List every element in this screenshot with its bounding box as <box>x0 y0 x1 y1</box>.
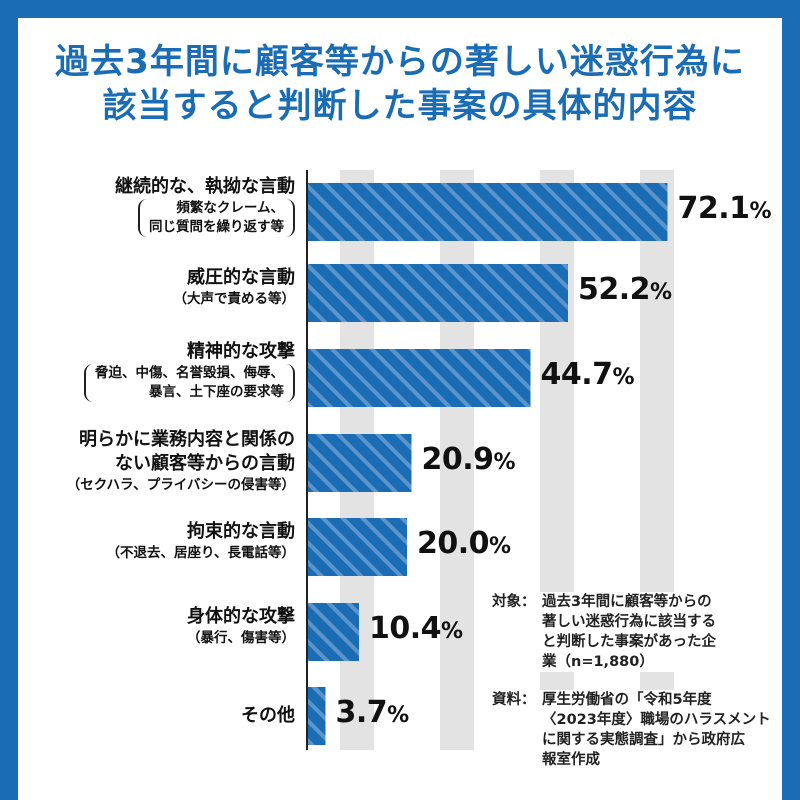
note-target-key: 対象： <box>492 594 536 610</box>
value-unit: % <box>493 450 516 475</box>
category-main: 精神的な攻撃 <box>187 341 295 362</box>
bar-3 <box>307 434 412 492</box>
bars <box>307 183 668 745</box>
category-label-5: 身体的な攻撃 （暴行、傷害等） <box>5 605 295 648</box>
value-unit: % <box>650 280 672 305</box>
value-number: 44.7 <box>540 357 614 392</box>
category-label-3: 明らかに業務内容と関係のない顧客等からの言動 （セクハラ、プライバシーの侵害等） <box>5 428 295 495</box>
category-detail-bracket: 頻繁なクレーム、同じ質問を繰り返す等 <box>138 199 295 237</box>
category-detail: 暴言、土下座の要求等 <box>149 384 284 400</box>
value-number: 52.2 <box>578 272 651 307</box>
note-source-line: 〈2023年度〉職場のハラスメント <box>542 712 771 728</box>
bar-6 <box>307 687 326 745</box>
category-detail: （暴行、傷害等） <box>187 630 295 646</box>
value-number: 72.1 <box>677 191 751 226</box>
note-source-line: 報室作成 <box>542 752 600 768</box>
value-unit: % <box>441 619 463 644</box>
bar-4 <box>307 518 407 576</box>
note-target-line: 著しい迷惑行為に該当する <box>542 614 716 630</box>
category-main: 拘束的な言動 <box>187 521 295 542</box>
chart-title-line1: 過去3年間に顧客等からの著しい迷惑行為に <box>55 42 745 82</box>
category-detail-bracket: 脅迫、中傷、名誉毀損、侮辱、暴言、土下座の要求等 <box>84 364 295 402</box>
category-label-2: 精神的な攻撃脅迫、中傷、名誉毀損、侮辱、暴言、土下座の要求等 <box>5 340 295 402</box>
chart-title-line2: 該当すると判断した事案の具体的内容 <box>102 86 698 126</box>
category-main: その他 <box>241 705 295 726</box>
value-label-1: 52.2% <box>578 272 672 307</box>
value-label-2: 44.7% <box>541 357 635 392</box>
category-label-1: 威圧的な言動 （大声で責める等） <box>5 266 296 309</box>
note-source-line: に関する実態調査」から政府広 <box>542 732 745 748</box>
value-number: 20.0 <box>417 526 490 561</box>
category-detail: 頻繁なクレーム、 <box>176 200 284 216</box>
note-source-line: 厚生労働省の「令和5年度 <box>542 692 712 708</box>
category-detail: （大声で責める等） <box>173 291 296 307</box>
bar-0 <box>307 183 668 241</box>
category-label-4: 拘束的な言動 （不退去、居座り、長電話等） <box>5 520 295 563</box>
category-main: 明らかに業務内容と関係の <box>79 429 295 450</box>
bar-1 <box>307 264 568 322</box>
category-detail: 脅迫、中傷、名誉毀損、侮辱、 <box>95 365 284 381</box>
note-source: 資料： 厚生労働省の「令和5年度 〈2023年度〉職場のハラスメント に関する実… <box>492 690 782 770</box>
value-number: 10.4 <box>369 611 442 646</box>
bar-5 <box>307 603 359 661</box>
value-label-6: 3.7% <box>335 695 410 730</box>
value-label-5: 10.4% <box>369 611 463 646</box>
note-target-line: 業（n=1,880） <box>542 654 654 670</box>
note-source-key: 資料： <box>492 692 536 708</box>
note-target-line: 過去3年間に顧客等からの <box>542 594 712 610</box>
category-main: ない顧客等からの言動 <box>115 453 295 474</box>
category-detail: 同じ質問を繰り返す等 <box>149 219 284 235</box>
bar-2 <box>307 349 531 407</box>
value-label-0: 72.1% <box>678 191 772 226</box>
value-number: 20.9 <box>421 442 495 477</box>
category-detail: （不退去、居座り、長電話等） <box>106 545 295 561</box>
category-main: 継続的な、執拗な言動 <box>115 176 295 197</box>
value-number: 3.7 <box>335 695 388 730</box>
category-label-0: 継続的な、執拗な言動頻繁なクレーム、同じ質問を繰り返す等 <box>5 175 295 237</box>
category-main: 身体的な攻撃 <box>187 606 295 627</box>
note-target-line: と判断した事案があった企 <box>542 634 716 650</box>
category-main: 威圧的な言動 <box>187 267 295 288</box>
value-unit: % <box>489 534 511 559</box>
category-label-6: その他 <box>5 704 295 728</box>
value-label-3: 20.9% <box>422 442 516 477</box>
value-unit: % <box>387 703 409 728</box>
category-detail: （セクハラ、プライバシーの侵害等） <box>66 477 295 493</box>
value-label-4: 20.0% <box>417 526 511 561</box>
chart-title: 過去3年間に顧客等からの著しい迷惑行為に 該当すると判断した事案の具体的内容 <box>0 40 800 128</box>
value-unit: % <box>749 199 772 224</box>
value-unit: % <box>612 365 635 390</box>
note-target: 対象： 過去3年間に顧客等からの 著しい迷惑行為に該当する と判断した事案があっ… <box>492 592 782 672</box>
